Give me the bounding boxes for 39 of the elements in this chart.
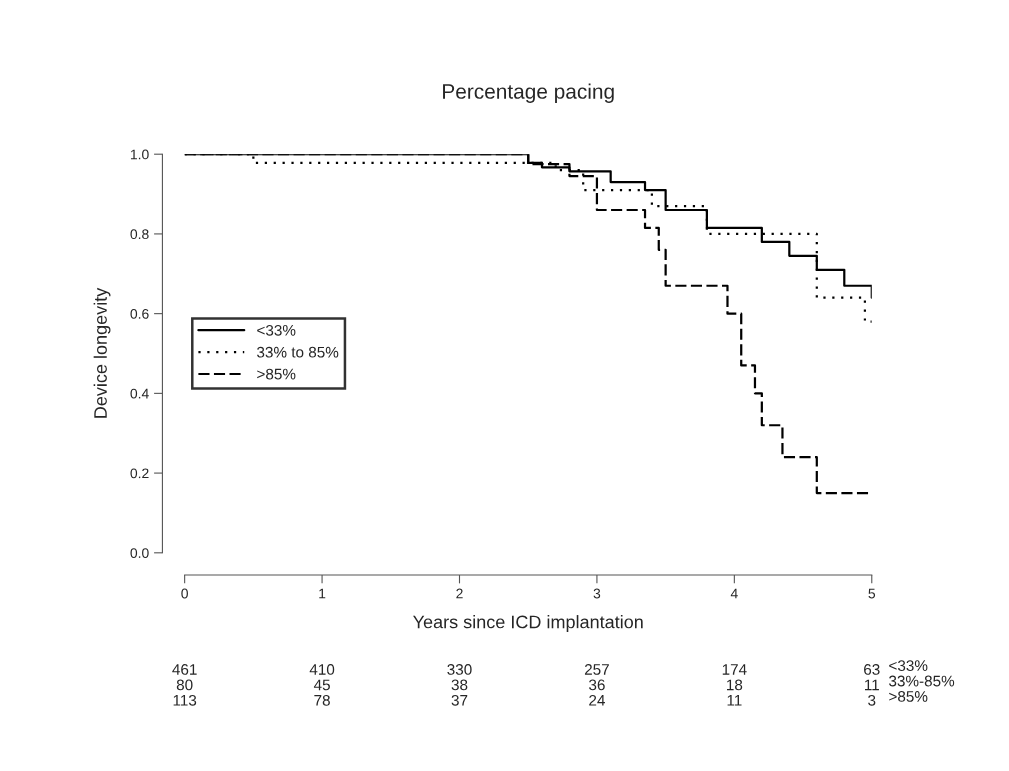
- x-tick-label: 1: [319, 588, 326, 599]
- y-tick-label: 0.8: [130, 229, 149, 240]
- y-tick-label: 0.2: [130, 468, 149, 479]
- text: <33%: [889, 660, 928, 672]
- text: 24: [589, 694, 605, 706]
- y-tick-label: 1.0: [130, 149, 149, 160]
- y-tick-label: 0.6: [130, 308, 149, 319]
- text: 18: [727, 679, 743, 691]
- text: >85%: [889, 691, 928, 702]
- y-tick-label: 0.4: [130, 388, 149, 399]
- text: 11: [865, 679, 879, 691]
- text: 461: [172, 664, 197, 675]
- x-tick-label: 5: [868, 588, 876, 599]
- text: 80: [176, 679, 193, 691]
- text: 11: [727, 695, 742, 706]
- legend-label: 33% to 85%: [257, 346, 339, 358]
- text: 257: [584, 664, 609, 675]
- text: 36: [589, 679, 605, 691]
- text: 45: [313, 679, 330, 691]
- text: 38: [451, 679, 468, 691]
- text: 63: [864, 664, 880, 675]
- text: 174: [722, 664, 747, 675]
- x-tick-label: 2: [456, 588, 463, 599]
- text: 37: [451, 694, 468, 706]
- x-tick-label: 4: [730, 588, 738, 599]
- chart-title: Percentage pacing: [443, 83, 614, 103]
- x-tick-label: 3: [593, 588, 601, 599]
- text: 33%-85%: [889, 675, 955, 687]
- text: 330: [447, 664, 472, 675]
- text: 410: [309, 664, 335, 675]
- x-axis-title: Years since ICD implantation: [413, 615, 643, 632]
- text: 3: [868, 694, 876, 706]
- legend-label: >85%: [257, 368, 296, 380]
- text: 113: [173, 694, 197, 706]
- y-tick-label: 0.0: [130, 548, 149, 558]
- text: 78: [314, 694, 330, 706]
- y-axis-title: Device longevity: [93, 287, 111, 418]
- x-tick-label: 0: [181, 588, 188, 599]
- legend-label: <33%: [257, 324, 296, 336]
